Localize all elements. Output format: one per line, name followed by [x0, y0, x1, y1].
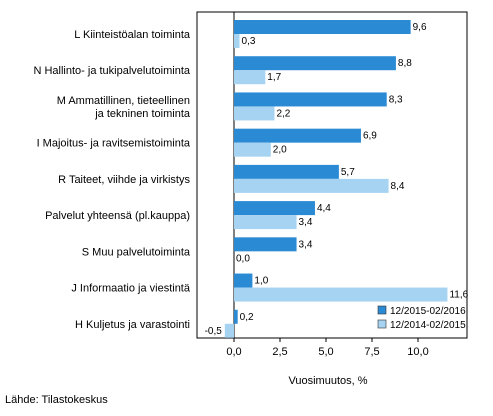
bar-previous-5: [234, 215, 297, 230]
legend: 12/2015-02/2016 12/2014-02/2015: [377, 305, 466, 331]
category-label: M Ammatillinen, tieteellinen: [57, 95, 190, 107]
legend-entry: 12/2014-02/2015: [390, 320, 466, 331]
value-label: 3,4: [299, 239, 313, 250]
value-label: 4,4: [317, 203, 331, 214]
bar-current-7: [234, 273, 253, 288]
bar-current-1: [234, 56, 396, 71]
bar-previous-8: [224, 323, 234, 338]
x-axis: 0,0 2,5 5,0 7,5 10,0: [226, 338, 429, 358]
value-label: 5,7: [341, 167, 355, 178]
bar-previous-4: [234, 178, 389, 193]
bar-previous-3: [234, 142, 271, 157]
bar-previous-7: [234, 287, 448, 302]
category-label: J Informaatio ja viestintä: [71, 283, 190, 295]
value-label: 8,8: [398, 58, 412, 69]
bar-current-3: [234, 128, 361, 143]
value-label: 9,6: [413, 22, 427, 33]
category-label: R Taiteet, viihde ja virkistys: [58, 174, 190, 186]
bar-current-8: [234, 309, 238, 324]
value-label: 8,4: [391, 181, 405, 192]
legend-entry: 12/2015-02/2016: [390, 306, 466, 317]
x-tick-label: 5,0: [318, 346, 333, 358]
category-label: I Majoitus- ja ravitsemistoiminta: [37, 138, 191, 150]
value-label: 0,3: [242, 36, 256, 47]
value-label: 6,9: [363, 131, 377, 142]
value-label: 8,3: [389, 94, 403, 105]
bar-current-0: [234, 20, 411, 34]
value-labels: 9,6 0,3 8,8 1,7 8,3 2,2 6,9 2,0 5,7 8,4 4,4 3,4 3,4 0…: [205, 22, 469, 337]
bar-previous-2: [234, 106, 275, 121]
value-label: -0,5: [205, 326, 223, 337]
x-axis-title: Vuosimuutos, %: [288, 375, 367, 387]
category-label: H Kuljetus ja varastointi: [75, 319, 190, 331]
bar-current-5: [234, 201, 315, 216]
bar-current-4: [234, 164, 339, 179]
bars: [224, 20, 448, 338]
source-note: Lähde: Tilastokeskus: [5, 394, 108, 406]
category-label: L Kiinteistöalan toiminta: [74, 29, 191, 41]
value-label: 0,2: [240, 312, 254, 323]
category-label: S Muu palvelutoiminta: [82, 246, 191, 258]
x-tick-label: 10,0: [407, 346, 428, 358]
bar-previous-0: [234, 34, 240, 48]
x-tick-label: 7,5: [364, 346, 379, 358]
plot-border: [196, 11, 468, 339]
legend-swatch: [377, 319, 387, 329]
bar-current-6: [234, 237, 297, 252]
legend-swatch: [377, 305, 387, 315]
category-labels: L Kiinteistöalan toiminta N Hallinto- ja …: [33, 29, 190, 331]
category-label: N Hallinto- ja tukipalvelutoiminta: [33, 65, 190, 77]
value-label: 2,2: [276, 108, 290, 119]
value-label: 1,0: [254, 276, 268, 287]
value-label: 2,0: [273, 145, 287, 156]
category-label: Palvelut yhteensä (pl.kauppa): [45, 210, 190, 222]
value-label: 0,0: [236, 253, 250, 264]
bar-previous-1: [234, 70, 266, 85]
value-label: 3,4: [299, 217, 313, 228]
x-tick-label: 0,0: [226, 346, 241, 358]
category-label: ja tekninen toiminta: [94, 108, 191, 120]
bar-current-2: [234, 92, 387, 107]
value-label: 1,7: [267, 72, 281, 83]
value-label: 11,6: [449, 290, 468, 301]
x-tick-label: 2,5: [272, 346, 287, 358]
